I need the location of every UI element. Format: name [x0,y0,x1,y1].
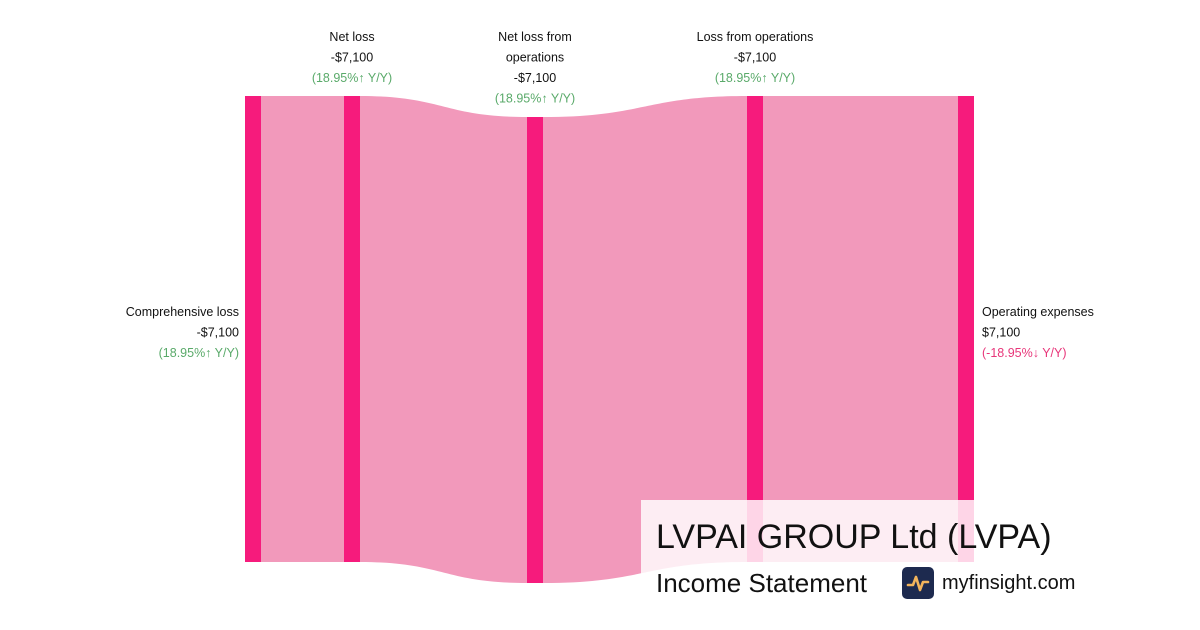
statement-subtitle: Income Statement [656,568,867,598]
node-label-net_loss_from_operations-line-0: Net loss from [498,30,572,44]
branding-panel [641,500,1100,612]
sankey-node-net_loss_from_operations [527,117,543,583]
node-label-comprehensive_loss: Comprehensive loss [126,305,239,319]
sankey-link-net_loss-to-net_loss_from_operations [360,96,527,583]
node-change-loss_from_operations: (18.95%↑ Y/Y) [715,71,795,85]
pulse-line-icon [902,567,934,599]
node-value-operating_expenses: $7,100 [982,326,1020,340]
sankey-node-loss_from_operations [747,96,763,562]
node-value-comprehensive_loss: -$7,100 [197,326,239,340]
node-change-comprehensive_loss: (18.95%↑ Y/Y) [159,346,239,360]
sankey-link-loss_from_operations-to-operating_expenses [763,96,958,562]
sankey-node-operating_expenses [958,96,974,562]
sankey-node-net_loss [344,96,360,562]
node-label-operating_expenses: Operating expenses [982,305,1094,319]
sankey-nodes [245,96,974,583]
sankey-links [261,96,958,583]
node-value-loss_from_operations: -$7,100 [734,51,776,65]
node-change-net_loss: (18.95%↑ Y/Y) [312,71,392,85]
sankey-link-net_loss_from_operations-to-loss_from_operations [543,96,747,583]
node-label-net_loss_from_operations-line-1: operations [506,51,564,65]
node-label-net_loss: Net loss [329,30,374,44]
company-title: LVPAI GROUP Ltd (LVPA) [656,518,1052,556]
sankey-link-comprehensive_loss-to-net_loss [261,96,344,562]
node-label-loss_from_operations: Loss from operations [697,30,814,44]
node-change-operating_expenses: (-18.95%↓ Y/Y) [982,346,1067,360]
node-value-net_loss_from_operations: -$7,100 [514,71,556,85]
site-link[interactable]: myfinsight.com [942,572,1076,594]
node-value-net_loss: -$7,100 [331,51,373,65]
node-change-net_loss_from_operations: (18.95%↑ Y/Y) [495,92,575,106]
sankey-labels: Comprehensive loss -$7,100 (18.95%↑ Y/Y) Ne… [126,30,1094,360]
sankey-node-comprehensive_loss [245,96,261,562]
